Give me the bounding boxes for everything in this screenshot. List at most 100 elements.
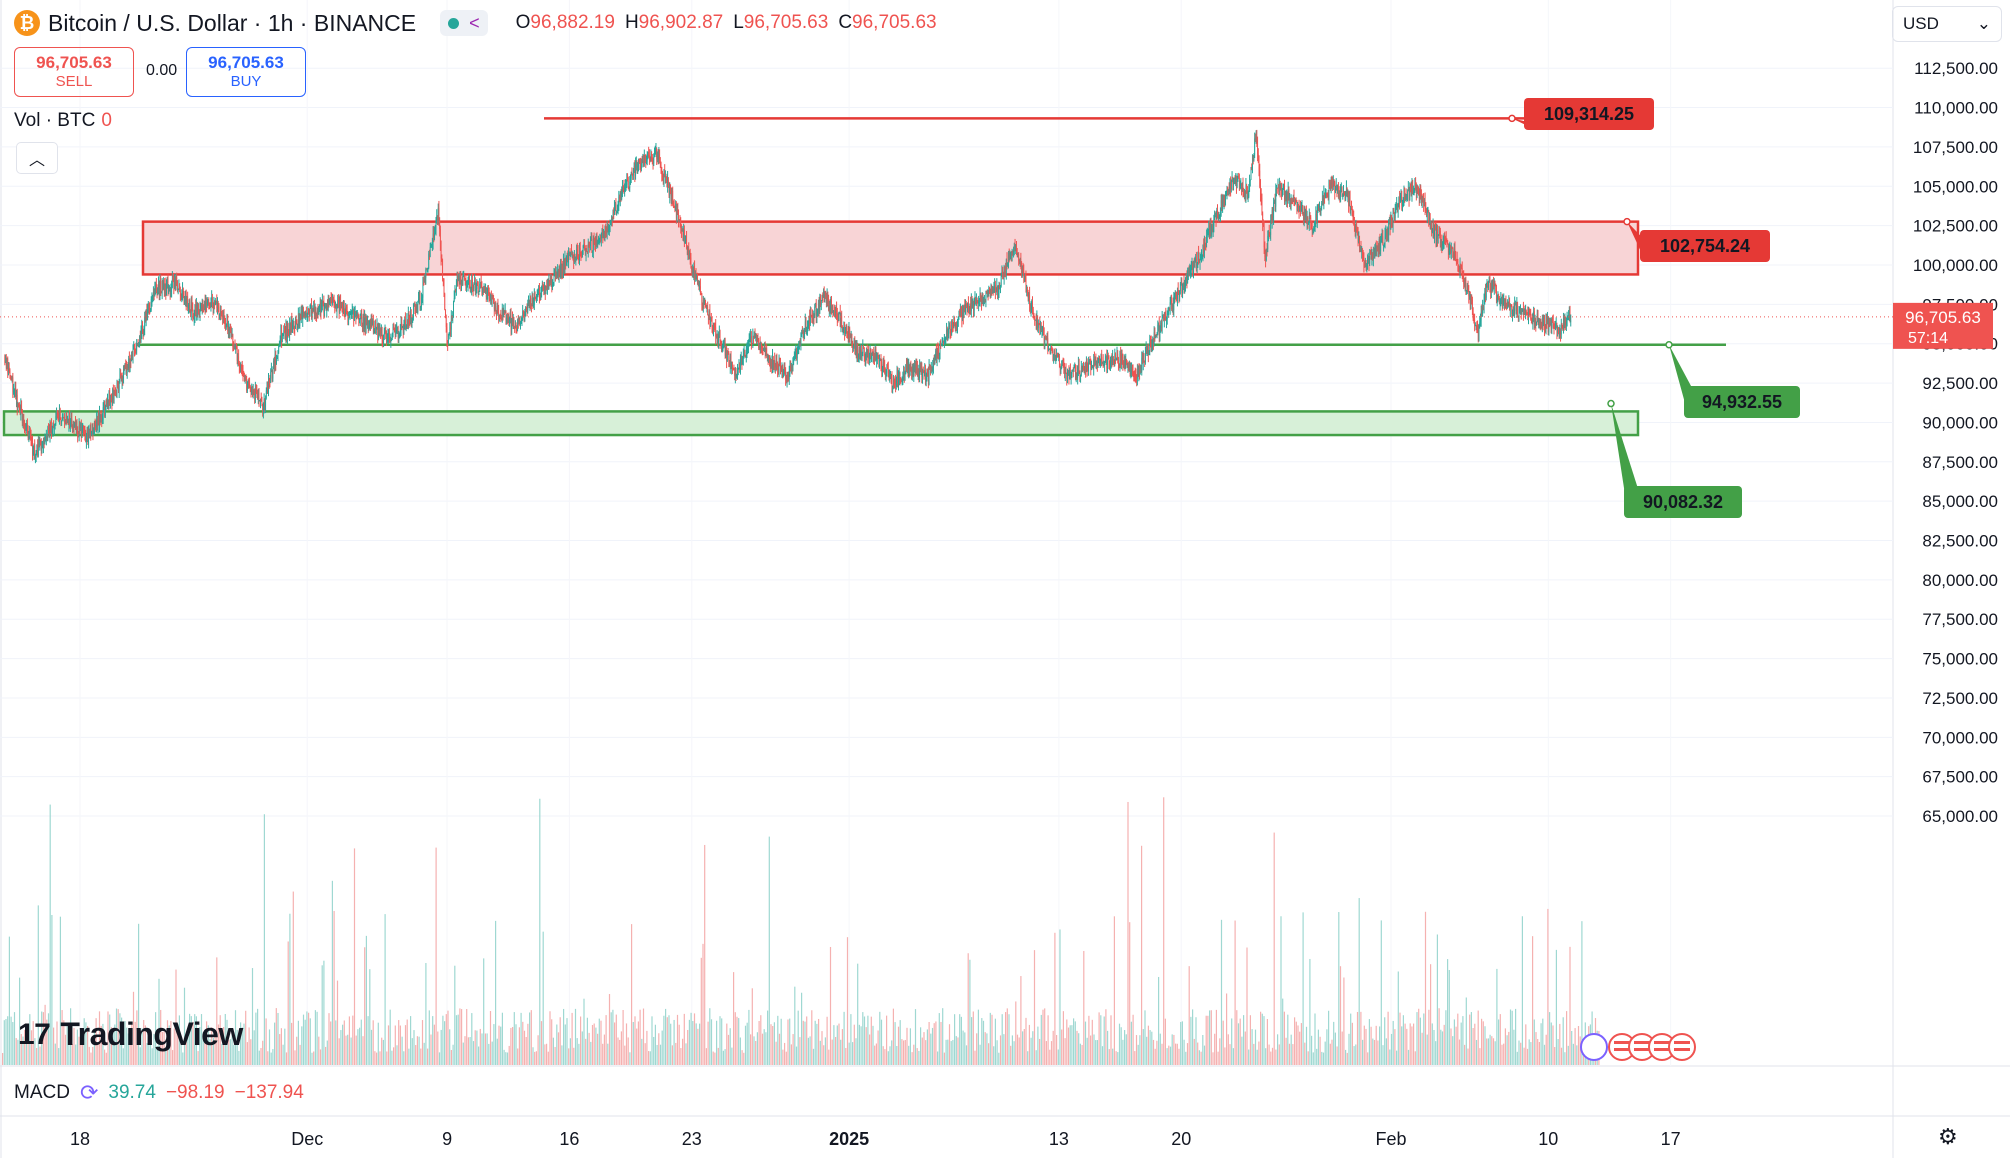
candle-body bbox=[386, 337, 388, 339]
price-zone[interactable] bbox=[2, 410, 1640, 437]
candle-body bbox=[346, 306, 347, 308]
candle-body bbox=[335, 306, 336, 309]
candle-body bbox=[712, 326, 714, 330]
candle-body bbox=[1409, 186, 1411, 201]
candle-body bbox=[34, 445, 36, 458]
candle-body bbox=[265, 390, 267, 398]
volume-bar bbox=[1141, 845, 1143, 1065]
candle-body bbox=[754, 331, 756, 338]
volume-bar bbox=[595, 1027, 597, 1065]
candle-body bbox=[1300, 205, 1301, 210]
volume-bar bbox=[472, 1041, 475, 1065]
candle-body bbox=[1040, 326, 1041, 329]
candle-body bbox=[19, 404, 21, 415]
candle-body bbox=[1395, 209, 1397, 211]
volume-bar bbox=[365, 935, 367, 1065]
candle-body bbox=[695, 270, 697, 278]
candle-body bbox=[914, 365, 916, 373]
volume-bar bbox=[1209, 1010, 1211, 1065]
candle-body bbox=[1194, 261, 1196, 267]
volume-bar bbox=[138, 923, 140, 1065]
price-callout[interactable]: 109,314.25 bbox=[1508, 98, 1654, 130]
candle-body bbox=[1352, 215, 1354, 218]
candle-body bbox=[1222, 202, 1224, 207]
volume-bar bbox=[1581, 921, 1583, 1065]
candle-body bbox=[1051, 349, 1053, 351]
volume-bar bbox=[709, 1008, 711, 1065]
candle-body bbox=[13, 391, 14, 393]
volume-bar bbox=[586, 1017, 588, 1065]
volume-bar bbox=[704, 844, 706, 1065]
price-callout[interactable]: 102,754.24 bbox=[1623, 217, 1770, 262]
volume-bar bbox=[501, 1012, 503, 1065]
candle-body bbox=[398, 336, 400, 338]
volume-bar bbox=[1066, 1019, 1068, 1065]
volume-bar bbox=[19, 977, 21, 1065]
volume-bar bbox=[389, 1009, 391, 1065]
candle-body bbox=[1356, 227, 1358, 235]
candle-body bbox=[725, 348, 727, 356]
candle-body bbox=[750, 336, 752, 339]
volume-bar bbox=[476, 1030, 478, 1065]
candle-body bbox=[147, 305, 149, 311]
candle-body bbox=[1206, 232, 1208, 236]
candle-body bbox=[218, 306, 220, 318]
volume-bar bbox=[250, 1039, 252, 1065]
price-zone[interactable] bbox=[141, 220, 1640, 276]
price-callout[interactable]: 94,932.55 bbox=[1665, 341, 1800, 418]
candle-body bbox=[1271, 210, 1273, 224]
candle-body bbox=[1323, 192, 1325, 204]
candle-body bbox=[96, 418, 98, 427]
volume-bar bbox=[90, 1052, 92, 1065]
candle-body bbox=[887, 368, 889, 370]
candle-body bbox=[769, 359, 771, 366]
candle-body bbox=[901, 379, 902, 382]
candle-body bbox=[522, 310, 524, 320]
volume-bar bbox=[988, 1043, 990, 1065]
candle-body bbox=[480, 282, 482, 287]
candle-body bbox=[1380, 241, 1382, 252]
volume-bar bbox=[569, 1038, 571, 1065]
candle-body bbox=[260, 399, 261, 401]
candle-body bbox=[390, 339, 392, 341]
volume-bar bbox=[1375, 1025, 1377, 1065]
candle-body bbox=[1068, 370, 1070, 380]
candle-body bbox=[1028, 294, 1030, 299]
candle-body bbox=[255, 388, 257, 391]
volume-bar bbox=[1047, 1015, 1049, 1065]
candle-body bbox=[1184, 286, 1186, 291]
candle-body bbox=[169, 290, 170, 292]
candle-body bbox=[1195, 258, 1197, 266]
volume-bar bbox=[523, 1030, 526, 1065]
volume-bar bbox=[741, 1050, 743, 1065]
candle-body bbox=[145, 310, 147, 321]
candle-body bbox=[266, 385, 268, 391]
candle-body bbox=[1148, 350, 1150, 355]
candle-body bbox=[888, 369, 890, 379]
volume-bar bbox=[952, 1039, 954, 1065]
candle-body bbox=[1434, 227, 1435, 236]
candle-body bbox=[1285, 195, 1287, 200]
volume-bar bbox=[1090, 1035, 1092, 1065]
candle-body bbox=[656, 149, 658, 160]
volume-bar bbox=[1314, 1013, 1316, 1065]
candle-body bbox=[173, 281, 175, 288]
volume-bar bbox=[299, 1044, 301, 1065]
volume-bar bbox=[1096, 1040, 1098, 1065]
y-tick-label: 80,000.00 bbox=[1922, 571, 1998, 590]
price-callout[interactable]: 90,082.32 bbox=[1607, 399, 1742, 518]
candle-body bbox=[1377, 247, 1379, 251]
volume-bar bbox=[1122, 1039, 1124, 1065]
candle-body bbox=[1120, 353, 1122, 365]
candle-body bbox=[841, 316, 843, 328]
candle-body bbox=[1198, 259, 1200, 263]
candle-body bbox=[24, 425, 25, 427]
candle-body bbox=[769, 356, 770, 360]
volume-bar bbox=[190, 1016, 192, 1065]
candle-body bbox=[88, 432, 90, 435]
candle-body bbox=[17, 404, 19, 408]
candle-body bbox=[929, 366, 931, 368]
candle-body bbox=[105, 401, 107, 410]
